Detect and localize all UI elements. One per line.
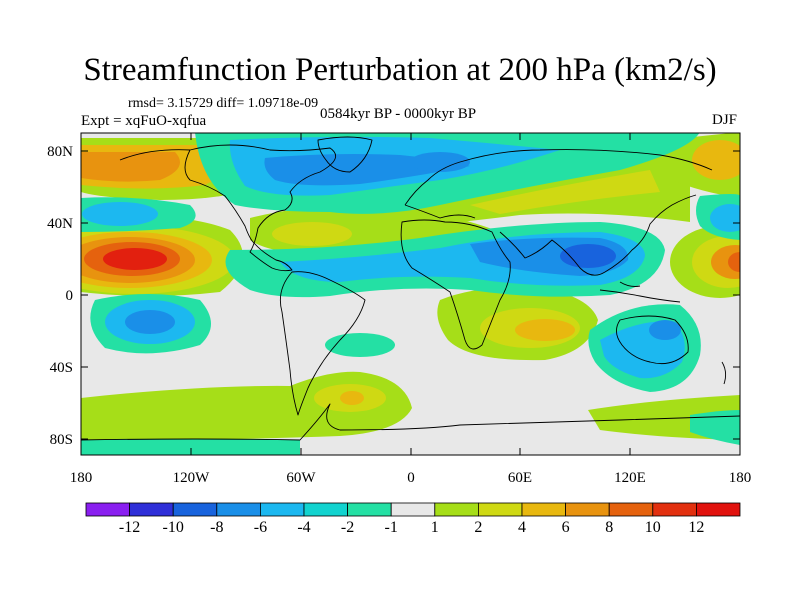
colorbar-label-4: -4 [297, 519, 310, 536]
colorbar-label-1: -10 [163, 519, 184, 536]
lon-label-0: 0 [407, 470, 415, 486]
asia-coastline [499, 194, 697, 276]
west-pacific-tropical-high-core [728, 252, 740, 272]
experiment-label: Expt = xqFuO-xqfua [81, 113, 207, 129]
australia-low-core [649, 320, 681, 340]
maritime-continent-coastline [599, 281, 681, 303]
africa-coastline [400, 219, 511, 350]
colorbar-swatch-12 [608, 502, 654, 517]
lon-label-60e: 60E [508, 470, 532, 486]
colorbar-swatch-9 [477, 502, 523, 517]
lat-label-80n: 80N [47, 144, 73, 160]
antarctica-coastline [81, 403, 740, 441]
southern-atlantic-high-core [340, 391, 364, 405]
tropical-band-low-core [560, 244, 616, 268]
lat-label-0: 0 [66, 288, 74, 304]
south-america-coastline [279, 271, 366, 416]
colorbar-swatch-7 [390, 502, 436, 517]
colorbar-swatch-14 [696, 502, 741, 517]
north-atlantic-low-core [410, 152, 470, 172]
colorbar-swatch-13 [652, 502, 697, 517]
colorbar-label-3: -6 [254, 519, 267, 536]
contour-field [81, 133, 740, 455]
colorbar-label-8: 2 [474, 519, 482, 536]
coastlines [81, 136, 740, 441]
colorbar-swatch-8 [434, 502, 479, 517]
lon-label-60w: 60W [286, 470, 316, 486]
colorbar-label-11: 8 [605, 519, 613, 536]
colorbar-swatch-3 [216, 502, 261, 517]
north-america-coastline [119, 144, 337, 272]
colorbar-swatch-10 [521, 502, 566, 517]
colorbar-swatch-5 [303, 502, 348, 517]
colorbar-swatch-6 [347, 502, 392, 517]
antarctic-low-west [81, 439, 300, 455]
negative-anomalies [81, 133, 740, 455]
colorbar-swatch-1 [129, 502, 174, 517]
east-pacific-high-core [692, 140, 740, 180]
colorbar-label-9: 4 [518, 519, 526, 536]
lon-label-120e: 120E [614, 470, 646, 486]
colorbar-swatch-4 [259, 502, 305, 517]
greenland-coastline [317, 136, 373, 173]
south-pacific-low-core [125, 310, 175, 334]
eurasia-mid-band-core [470, 170, 660, 214]
period-label: 0584kyr BP - 0000kyr BP [320, 106, 477, 122]
colorbar-label-10: 6 [562, 519, 570, 536]
colorbar-label-6: -1 [385, 519, 398, 536]
new-zealand-coastline [721, 361, 727, 385]
antarctic-low-east [690, 410, 740, 445]
latitude-axis: 80N 40N 0 40S 80S [47, 144, 740, 448]
lon-label-180-west: 180 [70, 470, 93, 486]
west-pacific-tropical-high-l3 [711, 245, 740, 279]
colorbar-swatch-11 [565, 502, 610, 517]
colorbar-label-7: 1 [431, 519, 439, 536]
colorbar-label-13: 12 [688, 519, 704, 536]
colorbar-swatch-2 [172, 502, 218, 517]
southern-atlantic-low [325, 333, 395, 357]
north-pacific-low-core [82, 202, 158, 226]
tropical-pacific-high-core [103, 248, 167, 270]
north-pacific-high-inner [81, 152, 180, 182]
lat-label-40s: 40S [50, 360, 73, 376]
lat-label-40n: 40N [47, 216, 73, 232]
indian-ocean-high-core [515, 319, 575, 341]
atlantic-subtropical-high-core [272, 222, 352, 246]
lat-label-80s: 80S [50, 432, 73, 448]
colorbar-label-2: -8 [210, 519, 223, 536]
colorbar-label-5: -2 [341, 519, 354, 536]
colorbar-label-0: -12 [119, 519, 140, 536]
rmsd-diff-label: rmsd= 3.15729 diff= 1.09718e-09 [128, 96, 319, 111]
longitude-axis: 180 120W 60W 0 60E 120E 180 [70, 133, 752, 486]
lat-tick-marks [81, 150, 740, 440]
europe-coastline [404, 149, 713, 219]
colorbar-swatch-0 [85, 502, 130, 517]
lon-label-120w: 120W [173, 470, 211, 486]
plot-title: Streamfunction Perturbation at 200 hPa (… [83, 52, 717, 88]
lon-tick-marks [80, 133, 741, 455]
lon-label-180-east: 180 [729, 470, 752, 486]
australia-coastline [616, 315, 689, 365]
colorbar-label-12: 10 [645, 519, 661, 536]
colorbar: -12 -10 -8 -6 -4 -2 -1 1 2 4 6 8 10 12 [85, 502, 741, 536]
east-asia-low-core [710, 204, 740, 232]
season-label: DJF [712, 112, 738, 128]
